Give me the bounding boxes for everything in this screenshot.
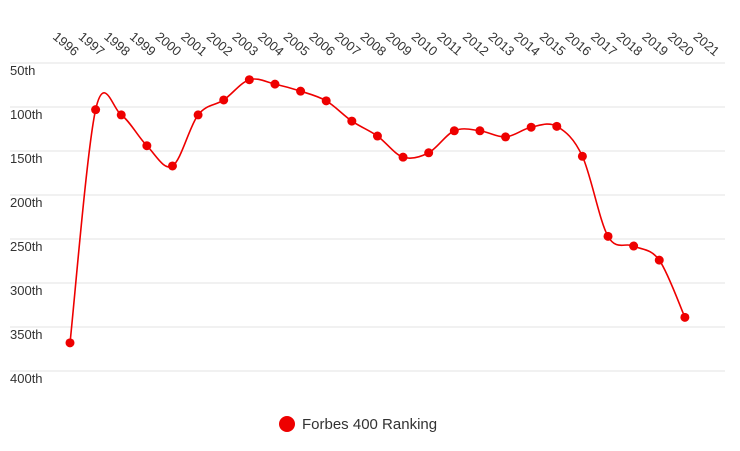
x-tick-label: 2000 (153, 29, 185, 59)
x-tick-label: 2010 (409, 29, 441, 59)
y-tick-label: 200th (10, 195, 43, 210)
legend-marker (279, 416, 295, 432)
line (69, 78, 686, 343)
point (629, 241, 639, 251)
point (91, 105, 101, 115)
x-tick-label: 1997 (76, 29, 108, 59)
point (372, 131, 382, 141)
point (424, 148, 434, 158)
x-tick-label: 1998 (101, 29, 133, 59)
point (296, 86, 306, 96)
y-tick-label: 250th (10, 239, 43, 254)
x-tick-label: 2013 (486, 29, 518, 59)
point (347, 116, 357, 126)
x-tick-label: 2005 (281, 29, 313, 59)
point (167, 161, 177, 171)
x-tick-label: 2011 (434, 29, 465, 58)
point (142, 141, 152, 151)
point (475, 126, 485, 136)
x-tick-label: 2015 (537, 29, 569, 59)
x-tick-label: 2004 (255, 29, 287, 59)
x-tick-label: 2001 (178, 29, 210, 59)
x-tick-label: 2018 (614, 29, 646, 59)
y-tick-label: 350th (10, 327, 43, 342)
x-tick-label: 2007 (332, 29, 364, 59)
point (65, 338, 75, 348)
point (501, 132, 511, 142)
point (449, 126, 459, 136)
y-tick-label: 50th (10, 63, 35, 78)
point (552, 121, 562, 131)
x-tick-label: 2006 (306, 29, 338, 59)
x-tick-label: 2017 (588, 29, 620, 59)
point (526, 122, 536, 132)
legend-label: Forbes 400 Ranking (302, 416, 437, 433)
x-tick-label: 2021 (691, 29, 723, 59)
x-tick-label: 2014 (511, 29, 543, 59)
point (398, 152, 408, 162)
point (654, 255, 664, 265)
point (577, 151, 587, 161)
point (321, 96, 331, 106)
point (219, 95, 229, 105)
y-tick-label: 300th (10, 283, 43, 298)
point (603, 231, 613, 241)
point (193, 110, 203, 120)
x-tick-label: 2009 (383, 29, 415, 59)
x-tick-label: 2019 (639, 29, 671, 59)
x-tick-label: 2003 (229, 29, 261, 59)
x-tick-label: 1999 (127, 29, 159, 59)
x-tick-label: 2008 (358, 29, 390, 59)
y-tick-label: 100th (10, 107, 43, 122)
x-tick-label: 1996 (50, 29, 82, 59)
point (116, 110, 126, 120)
x-tick-label: 2016 (562, 29, 594, 59)
x-tick-label: 2002 (204, 29, 236, 59)
x-tick-label: 2020 (665, 29, 697, 59)
point (244, 75, 254, 85)
y-tick-label: 400th (10, 371, 43, 386)
x-tick-label: 2012 (460, 29, 492, 59)
y-tick-label: 150th (10, 151, 43, 166)
point (270, 79, 280, 89)
point (680, 312, 690, 322)
